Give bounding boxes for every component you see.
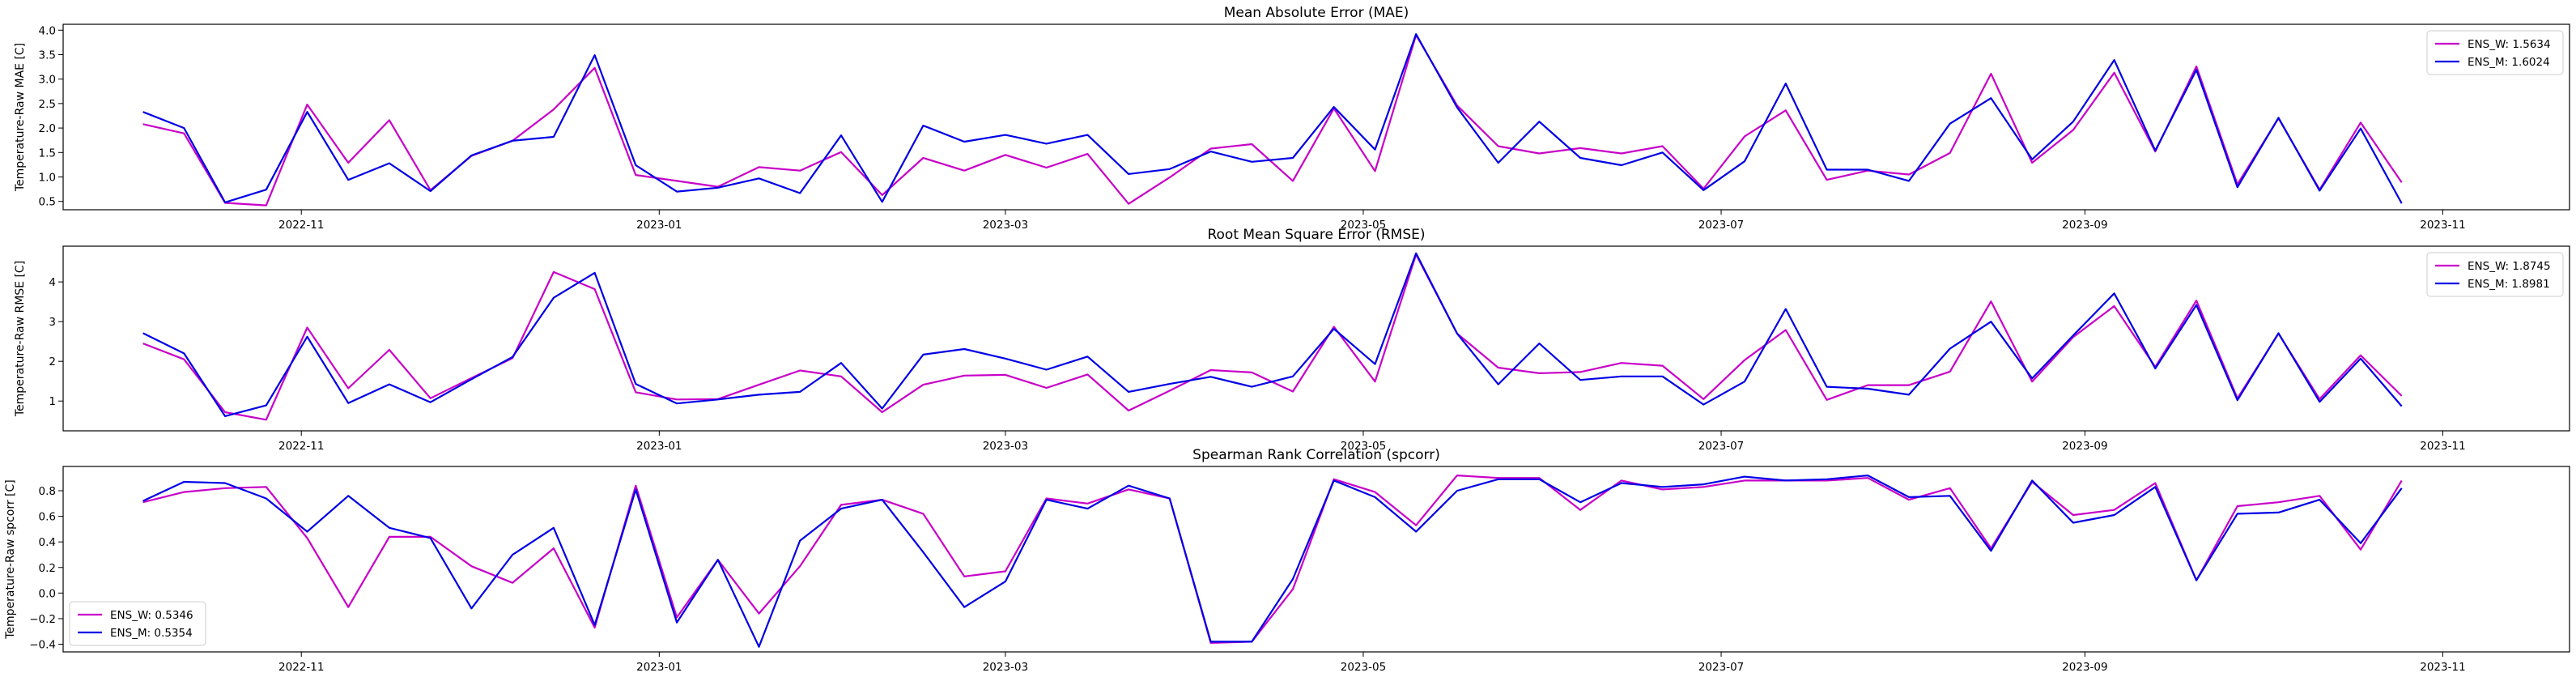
y-tick-label: 3 [49, 316, 56, 329]
x-tick-label: 2023-11 [2420, 219, 2465, 232]
x-tick-label: 2023-07 [1698, 661, 1744, 674]
legend-label: ENS_M: 1.8981 [2468, 278, 2550, 291]
series-line-ens-w [142, 34, 2403, 207]
series-line-ens-w [142, 253, 2403, 421]
x-tick-label: 2023-07 [1698, 440, 1744, 453]
chart-panel-3: Spearman Rank Correlation (spcorr) Temper… [4, 447, 2570, 674]
legend-label: ENS_W: 1.8745 [2468, 260, 2551, 273]
x-tick-label: 2023-01 [636, 661, 682, 674]
y-tick-label: −0.2 [29, 613, 56, 626]
legend-label: ENS_W: 1.5634 [2468, 38, 2551, 51]
y-tick-label: 4 [49, 276, 56, 289]
y-tick-label: 0.5 [39, 196, 56, 209]
chart-panel-1: Mean Absolute Error (MAE) Temperature-Raw… [14, 5, 2570, 232]
y-tick-label: 1.5 [39, 147, 56, 160]
x-tick-label: 2023-05 [1341, 440, 1386, 453]
y-axis-label: Temperature-Raw spcorr [C] [4, 479, 17, 640]
y-tick-label: 0.6 [39, 511, 56, 524]
x-tick-label: 2023-09 [2062, 219, 2107, 232]
x-tick-label: 2023-09 [2062, 661, 2107, 674]
y-tick-label: 1 [49, 395, 56, 408]
x-tick-label: 2023-05 [1341, 219, 1386, 232]
y-tick-label: 1.0 [39, 172, 56, 185]
x-tick-label: 2022-11 [278, 219, 324, 232]
legend-box [69, 601, 206, 646]
x-tick-label: 2023-03 [983, 440, 1028, 453]
y-axis-label: Temperature-Raw MAE [C] [14, 43, 27, 192]
y-tick-label: 2.5 [39, 98, 56, 111]
x-tick-label: 2023-05 [1341, 661, 1386, 674]
chart-panel-2: Root Mean Square Error (RMSE) Temperature… [14, 227, 2570, 453]
x-tick-label: 2023-07 [1698, 219, 1744, 232]
legend-label: ENS_M: 1.6024 [2468, 56, 2550, 69]
plot-frame [62, 245, 2570, 432]
plot-frame [62, 466, 2570, 653]
x-tick-label: 2023-01 [636, 219, 682, 232]
y-tick-label: 2 [49, 356, 56, 368]
series-line-ens-m [142, 252, 2403, 418]
x-tick-label: 2023-03 [983, 661, 1028, 674]
y-tick-label: 0.4 [39, 536, 56, 549]
x-tick-label: 2023-09 [2062, 440, 2107, 453]
series-line-ens-w [142, 474, 2403, 645]
x-tick-label: 2022-11 [278, 440, 324, 453]
y-tick-label: −0.4 [29, 639, 56, 652]
plot-frame [62, 23, 2570, 211]
y-axis-label: Temperature-Raw RMSE [C] [14, 261, 27, 417]
x-tick-label: 2023-03 [983, 219, 1028, 232]
y-tick-label: 0.8 [39, 485, 56, 498]
legend-label: ENS_W: 0.5346 [110, 609, 193, 622]
series-line-ens-m [142, 32, 2403, 204]
x-tick-label: 2022-11 [278, 661, 324, 674]
legend: ENS_W: 0.5346 ENS_M: 0.5354 [69, 601, 206, 646]
series-line-ens-m [142, 474, 2403, 648]
x-tick-label: 2023-11 [2420, 440, 2465, 453]
y-tick-label: 4.0 [39, 24, 56, 37]
y-tick-label: 0.0 [39, 587, 56, 600]
legend-box [2426, 252, 2564, 297]
x-tick-label: 2023-01 [636, 440, 682, 453]
chart-title: Spearman Rank Correlation (spcorr) [1192, 447, 1440, 463]
legend: ENS_W: 1.5634 ENS_M: 1.6024 [2426, 30, 2564, 75]
x-tick-label: 2023-11 [2420, 661, 2465, 674]
legend-box [2426, 30, 2564, 75]
y-tick-label: 2.0 [39, 122, 56, 135]
chart-title: Root Mean Square Error (RMSE) [1207, 227, 1425, 243]
legend-label: ENS_M: 0.5354 [110, 627, 193, 640]
y-tick-label: 3.5 [39, 49, 56, 62]
y-tick-label: 0.2 [39, 562, 56, 575]
chart-title: Mean Absolute Error (MAE) [1224, 5, 1409, 21]
legend: ENS_W: 1.8745 ENS_M: 1.8981 [2426, 252, 2564, 297]
y-tick-label: 3.0 [39, 74, 56, 87]
